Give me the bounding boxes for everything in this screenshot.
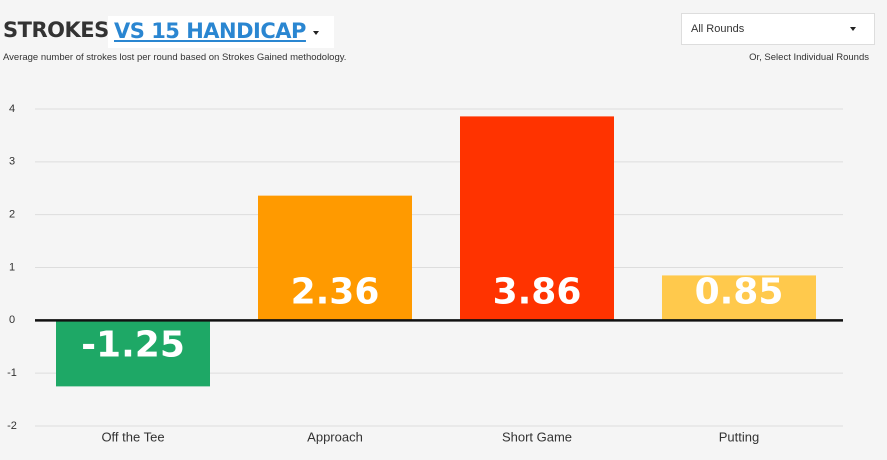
- x-tick-label: Putting: [719, 429, 759, 444]
- rounds-label: All Rounds: [691, 23, 745, 35]
- y-tick-label: 0: [9, 314, 15, 326]
- y-tick-label: 1: [9, 261, 15, 273]
- caret: [313, 31, 319, 35]
- title: STROKES: [3, 18, 109, 42]
- y-tick-label: -1: [7, 367, 17, 379]
- rounds-hint[interactable]: Or, Select Individual Rounds: [749, 52, 869, 63]
- x-tick-label: Off the Tee: [101, 429, 164, 444]
- bar: [56, 320, 210, 387]
- bar: [662, 275, 816, 321]
- rounds-dropdown[interactable]: All Rounds: [681, 13, 875, 45]
- value-label: 0.85: [695, 271, 784, 312]
- y-tick-label: -2: [7, 420, 17, 432]
- y-tick-label: 4: [9, 103, 15, 115]
- y-tick-label: 3: [9, 156, 15, 168]
- value-label: 2.36: [291, 271, 380, 312]
- caret: [850, 27, 856, 31]
- bar: [460, 116, 614, 321]
- comparison-label: VS 15 HANDICAP: [114, 19, 306, 43]
- value-label: 3.86: [493, 271, 582, 312]
- y-tick-label: 2: [9, 209, 15, 221]
- value-label: -1.25: [81, 324, 185, 365]
- subtitle: Average number of strokes lost per round…: [3, 52, 347, 63]
- x-tick-label: Approach: [307, 429, 363, 444]
- x-tick-label: Short Game: [502, 429, 572, 444]
- comparison-dropdown[interactable]: VS 15 HANDICAP: [108, 16, 334, 48]
- bar: [258, 195, 412, 321]
